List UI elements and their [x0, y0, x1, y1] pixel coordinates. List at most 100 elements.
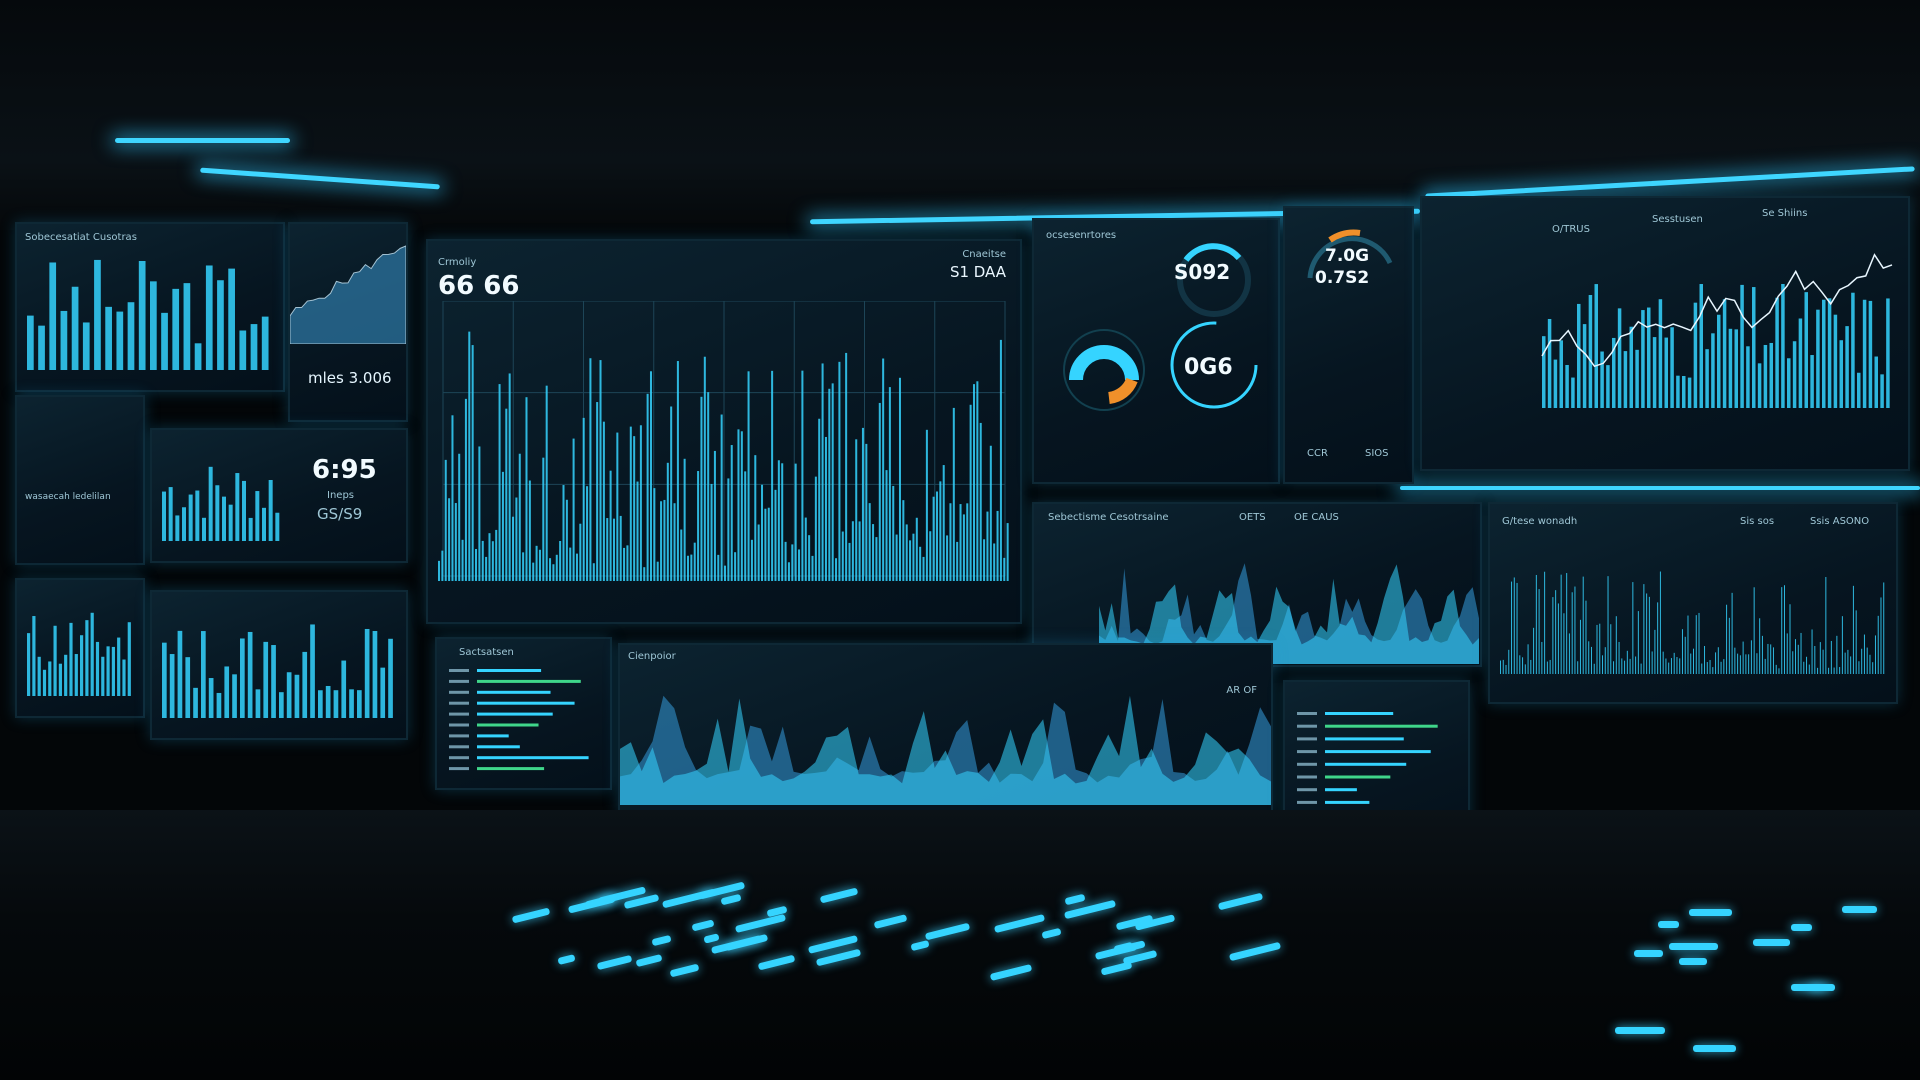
- bar: [1800, 632, 1802, 674]
- bar: [993, 543, 996, 581]
- left-list-panel: wasaecah ledelilan: [15, 395, 145, 565]
- console-key-light[interactable]: [1807, 984, 1836, 992]
- bar: [559, 540, 562, 581]
- bar: [1761, 635, 1763, 674]
- bar: [275, 512, 280, 541]
- console-key-light[interactable]: [1688, 909, 1733, 917]
- tab[interactable]: Se Shiins: [1762, 208, 1808, 219]
- bar: [1883, 582, 1885, 674]
- bar: [1571, 592, 1573, 674]
- bar: [952, 407, 955, 581]
- bar: [1682, 376, 1686, 408]
- bar: [1624, 660, 1626, 674]
- bar: [1604, 647, 1606, 674]
- console-key-light[interactable]: [1692, 1045, 1736, 1053]
- bar: [713, 450, 716, 581]
- bar: [485, 556, 488, 581]
- console-key-light[interactable]: [1615, 1027, 1665, 1035]
- console-key-light[interactable]: [1842, 906, 1878, 914]
- bar: [1602, 655, 1604, 674]
- bar: [1717, 314, 1721, 408]
- bar: [774, 489, 777, 581]
- bar: [831, 383, 834, 581]
- panel-title: Sactsatsen: [459, 647, 514, 658]
- bar: [1519, 655, 1521, 674]
- bar: [310, 624, 315, 718]
- bar: [1530, 659, 1532, 674]
- bar: [162, 491, 166, 541]
- bar: [754, 455, 757, 581]
- bar: [1579, 619, 1581, 674]
- area-chart: [290, 245, 406, 344]
- console-key-light[interactable]: [1752, 938, 1790, 946]
- list-label: [449, 690, 469, 694]
- bar: [1599, 623, 1601, 674]
- monitor-value: 66 66: [438, 271, 520, 301]
- combo-chart: [1541, 253, 1893, 408]
- bar: [461, 539, 464, 581]
- bar: [1568, 633, 1570, 674]
- bar: [1781, 283, 1785, 408]
- bar: [586, 486, 589, 581]
- bar: [1808, 664, 1810, 674]
- bar: [1648, 596, 1650, 674]
- bar: [268, 479, 273, 541]
- list-bar: [477, 767, 545, 771]
- list-bar: [477, 756, 589, 760]
- ceiling-light: [115, 138, 290, 143]
- bar: [1746, 346, 1750, 408]
- bar: [195, 490, 200, 541]
- bar: [38, 325, 45, 370]
- bar: [639, 425, 642, 581]
- bar: [458, 453, 461, 581]
- bar: [1695, 615, 1697, 674]
- bar: [1560, 574, 1562, 674]
- bar: [794, 463, 797, 581]
- tab[interactable]: Sesstusen: [1652, 214, 1703, 225]
- bar: [1792, 341, 1797, 408]
- bar: [1690, 653, 1692, 674]
- bar: [1739, 655, 1741, 674]
- bar: [1535, 574, 1537, 674]
- bar: [333, 690, 339, 718]
- bar: [727, 478, 730, 581]
- bar: [217, 280, 224, 370]
- bar: [841, 531, 844, 581]
- bar: [183, 283, 191, 370]
- bar: [1712, 667, 1714, 674]
- bar: [1652, 337, 1657, 408]
- bar: [64, 654, 68, 696]
- bar: [1830, 640, 1832, 674]
- bar: [791, 544, 794, 581]
- console-key-light[interactable]: [1790, 923, 1813, 931]
- bar: [1516, 582, 1518, 674]
- bar: [27, 633, 31, 696]
- bar: [1816, 309, 1820, 408]
- bar: [902, 500, 905, 581]
- right-middle-panel: G/tese wonadh Sis sos Ssis ASONO: [1488, 502, 1898, 704]
- bar: [912, 533, 915, 581]
- bar: [781, 463, 784, 581]
- bar: [935, 491, 938, 581]
- gauges: [1063, 243, 1258, 411]
- bar: [575, 553, 578, 581]
- bar: [818, 418, 821, 581]
- console-key-light[interactable]: [1668, 943, 1719, 951]
- gauge-2-value: 0G6: [1184, 355, 1233, 380]
- bar: [1687, 615, 1689, 674]
- bar: [771, 370, 774, 581]
- panel-title: G/tese wonadh: [1502, 516, 1578, 527]
- console-key-light[interactable]: [1633, 950, 1663, 958]
- bar: [865, 443, 868, 581]
- console-key-light[interactable]: [1658, 921, 1680, 929]
- gauge-track: [1307, 236, 1393, 279]
- bar: [761, 484, 764, 581]
- bar: [85, 620, 89, 696]
- bar: [1566, 573, 1568, 674]
- console-key-light[interactable]: [1678, 958, 1708, 966]
- bar: [1737, 653, 1739, 674]
- bar: [1769, 342, 1773, 408]
- bar: [697, 471, 700, 581]
- list-bar: [1325, 750, 1431, 754]
- tab[interactable]: O/TRUS: [1552, 224, 1590, 235]
